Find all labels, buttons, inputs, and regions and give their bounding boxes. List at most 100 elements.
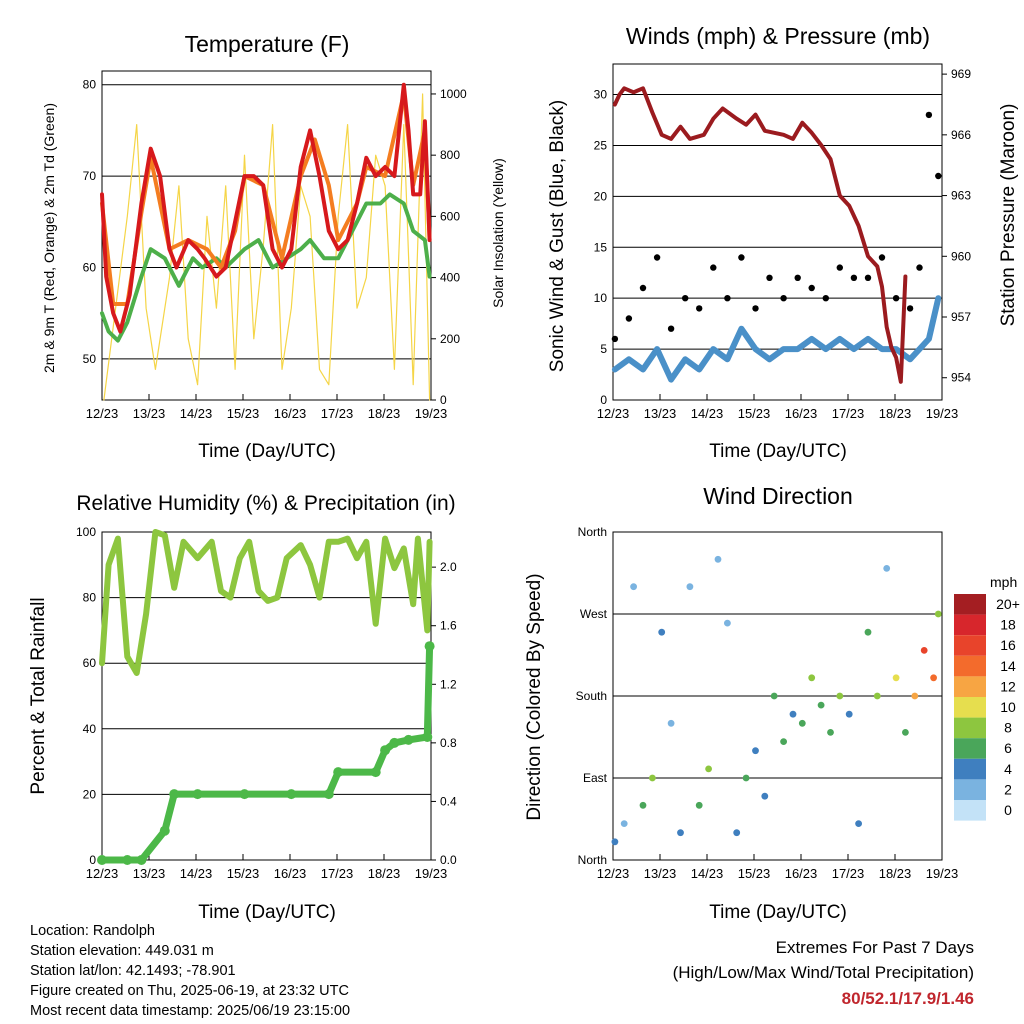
precip-point: [403, 734, 414, 745]
legend-label: 0: [1004, 802, 1012, 818]
x-tick-label: 15/23: [227, 866, 260, 881]
winds-xlabel: Time (Day/UTC): [709, 441, 847, 462]
direction-point: [892, 674, 900, 682]
x-tick-label: 16/23: [274, 406, 307, 421]
winds-ylabel-left: Sonic Wind & Gust (Blue, Black): [547, 100, 568, 372]
x-tick-label: 19/23: [926, 406, 959, 421]
gust-point: [625, 315, 633, 322]
x-tick-label: 15/23: [738, 866, 771, 881]
direction-point: [733, 829, 741, 837]
precip-point: [370, 767, 381, 778]
x-tick-label: 18/23: [368, 866, 401, 881]
precip-point: [424, 641, 435, 652]
x-tick-label: 14/23: [691, 406, 724, 421]
gust-point: [752, 305, 759, 312]
gust-point: [667, 325, 675, 332]
x-tick-label: 14/23: [180, 406, 213, 421]
precip-line: [98, 642, 434, 864]
y2-tick-label: 963: [951, 189, 971, 203]
y2-tick-label: 1000: [440, 87, 467, 101]
legend-label: 18: [1000, 617, 1016, 633]
wind-speed-line: [611, 295, 942, 383]
legend-swatch: [954, 635, 986, 656]
direction-point: [705, 765, 712, 773]
legend-label: 16: [1000, 637, 1016, 653]
precip-point: [239, 789, 250, 800]
x-tick-label: 12/23: [86, 406, 119, 421]
gust-point: [682, 295, 689, 302]
direction-legend-title: mph: [990, 574, 1017, 590]
y-tick-label: 80: [83, 78, 97, 92]
x-tick-label: 19/23: [415, 866, 448, 881]
legend-label: 6: [1004, 740, 1012, 756]
y-tick-label: 70: [83, 169, 97, 183]
y2-tick-label: 2.0: [440, 560, 457, 574]
legend-label: 14: [1000, 658, 1016, 674]
y-tick-label: North: [578, 525, 607, 539]
direction-point: [789, 710, 797, 718]
y-tick-label: 30: [594, 88, 608, 102]
direction-point: [911, 692, 919, 700]
direction-point: [845, 710, 853, 718]
direction-point: [714, 555, 722, 563]
location-text: Location: Randolph: [30, 923, 155, 939]
humidity-line: [99, 529, 433, 676]
legend-label: 4: [1004, 761, 1012, 777]
precip-point: [159, 825, 170, 836]
direction-point: [817, 701, 825, 709]
legend-label: 10: [1000, 699, 1016, 715]
gust-point: [925, 111, 933, 119]
winds-title: Winds (mph) & Pressure (mb): [626, 23, 930, 49]
y2-tick-label: 954: [951, 371, 971, 385]
gust-point: [780, 295, 787, 302]
y-tick-label: 10: [594, 291, 608, 305]
x-tick-label: 18/23: [879, 866, 912, 881]
legend-swatch: [954, 614, 986, 636]
y2-tick-label: 969: [951, 67, 971, 81]
temperature-xlabel: Time (Day/UTC): [198, 441, 336, 462]
y2-tick-label: 960: [951, 249, 971, 263]
latlon-text: Station lat/lon: 42.1493; -78.901: [30, 963, 236, 979]
humidity-title: Relative Humidity (%) & Precipitation (i…: [76, 492, 455, 515]
y-tick-label: 60: [83, 656, 97, 670]
x-tick-label: 13/23: [644, 866, 677, 881]
legend-swatch: [954, 779, 986, 800]
legend-swatch: [954, 697, 986, 718]
gust-point: [611, 335, 619, 343]
legend-swatch: [954, 758, 986, 780]
precip-point: [122, 855, 133, 865]
direction-point: [920, 647, 928, 654]
y2-tick-label: 957: [951, 310, 971, 324]
y-tick-label: 80: [83, 591, 97, 605]
x-tick-label: 14/23: [691, 866, 724, 881]
gust-point: [916, 264, 923, 271]
precip-point: [380, 745, 391, 756]
extremes-subtitle: (High/Low/Max Wind/Total Precipitation): [672, 963, 974, 982]
direction-point: [639, 801, 647, 809]
direction-panel: Wind Direction Direction (Colored By Spe…: [524, 483, 1020, 923]
precip-point: [192, 789, 203, 800]
y-tick-label: 50: [83, 352, 97, 366]
y-tick-label: 20: [83, 787, 97, 801]
y2-tick-label: 0.8: [440, 736, 457, 750]
direction-point: [855, 820, 862, 827]
legend-swatch: [954, 676, 986, 697]
humidity-panel: Relative Humidity (%) & Precipitation (i…: [28, 492, 457, 923]
direction-point: [902, 729, 909, 736]
gust-point: [822, 295, 829, 302]
direction-point: [808, 674, 816, 682]
x-tick-label: 12/23: [86, 866, 119, 881]
direction-point: [836, 692, 844, 700]
direction-point: [930, 674, 937, 682]
x-tick-label: 16/23: [785, 866, 818, 881]
pressure-line: [612, 86, 908, 384]
direction-point: [667, 719, 675, 727]
y-tick-label: 25: [594, 138, 608, 152]
y-tick-label: 0: [89, 853, 96, 867]
x-tick-label: 16/23: [785, 406, 818, 421]
direction-point: [883, 565, 891, 572]
x-tick-label: 12/23: [597, 866, 630, 881]
x-tick-label: 17/23: [321, 866, 354, 881]
direction-title: Wind Direction: [703, 483, 853, 509]
